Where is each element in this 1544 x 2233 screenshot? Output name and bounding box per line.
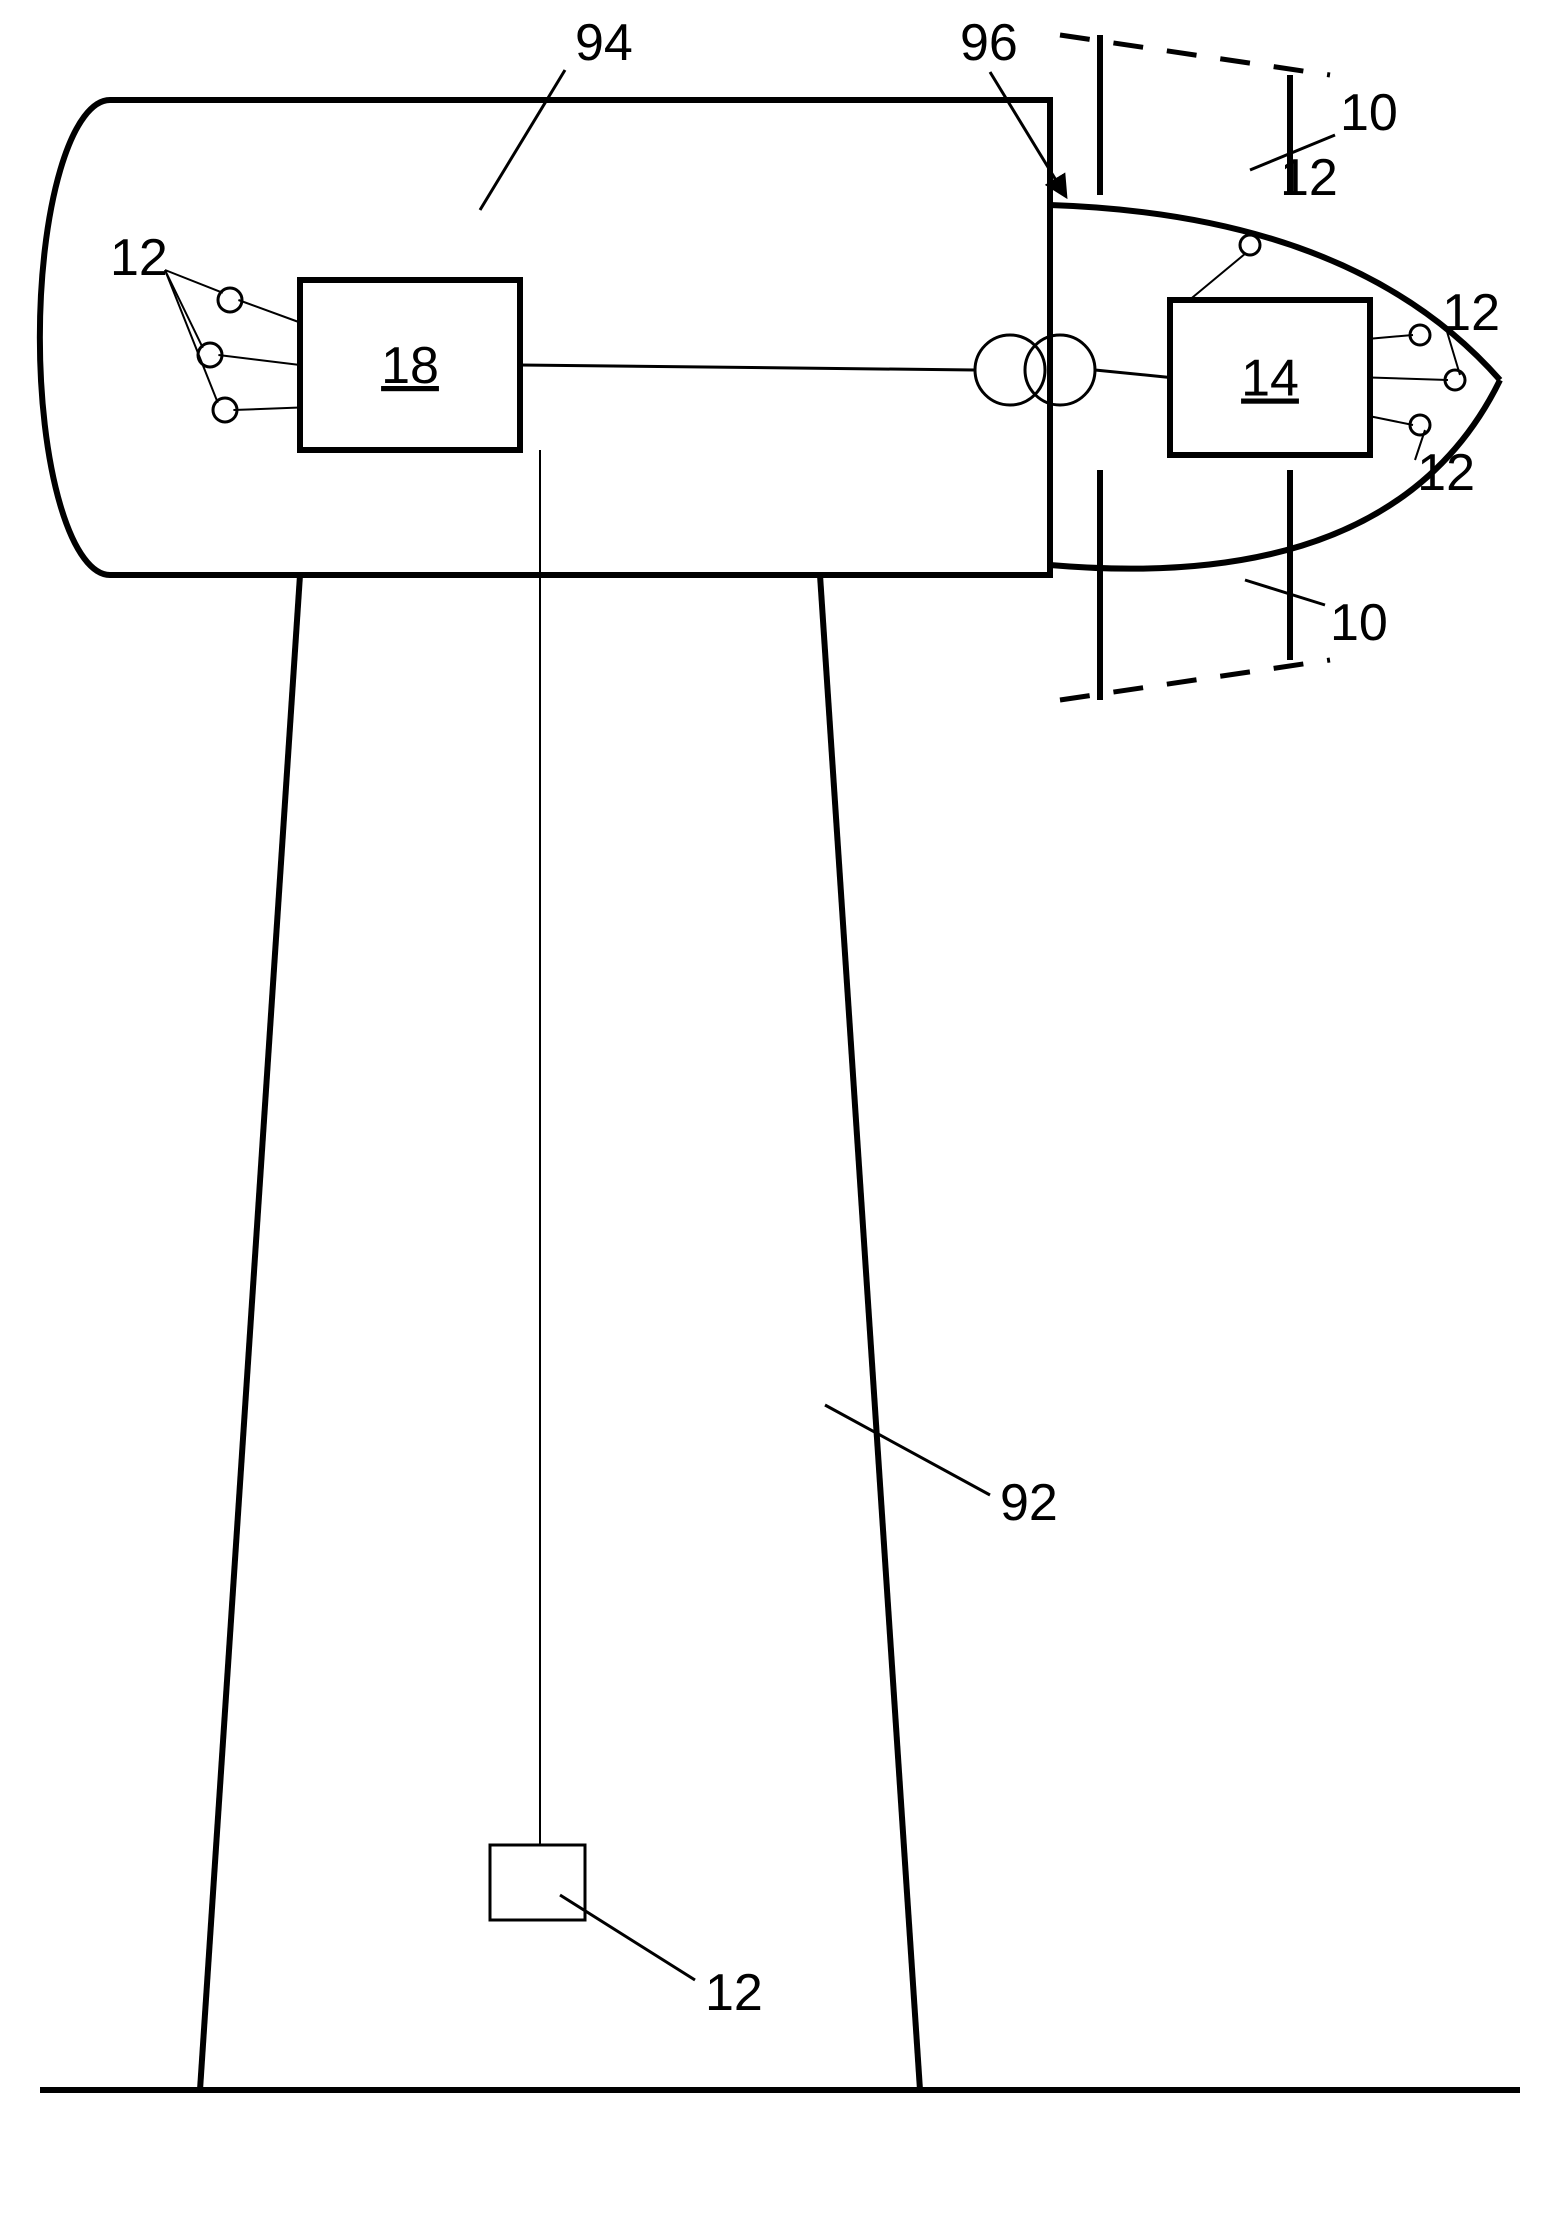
label-12-hub: 12 [1280,149,1338,207]
base-sensor-box [490,1845,585,1920]
label-94: 94 [575,14,633,72]
box-18-label: 18 [381,337,439,395]
label-10-upper: 10 [1340,84,1398,142]
label-10-lower: 10 [1330,594,1388,652]
label-12-left: 12 [110,229,168,287]
transformer-coil-right [1025,335,1095,405]
box-14-label: 14 [1241,350,1299,408]
label-96: 96 [960,14,1018,72]
label-92: 92 [1000,1474,1058,1532]
label-12-right-upper: 12 [1442,284,1500,342]
label-12-right-lower: 12 [1417,444,1475,502]
label-12-base: 12 [705,1964,763,2022]
sensor-hub-top [1240,235,1260,255]
